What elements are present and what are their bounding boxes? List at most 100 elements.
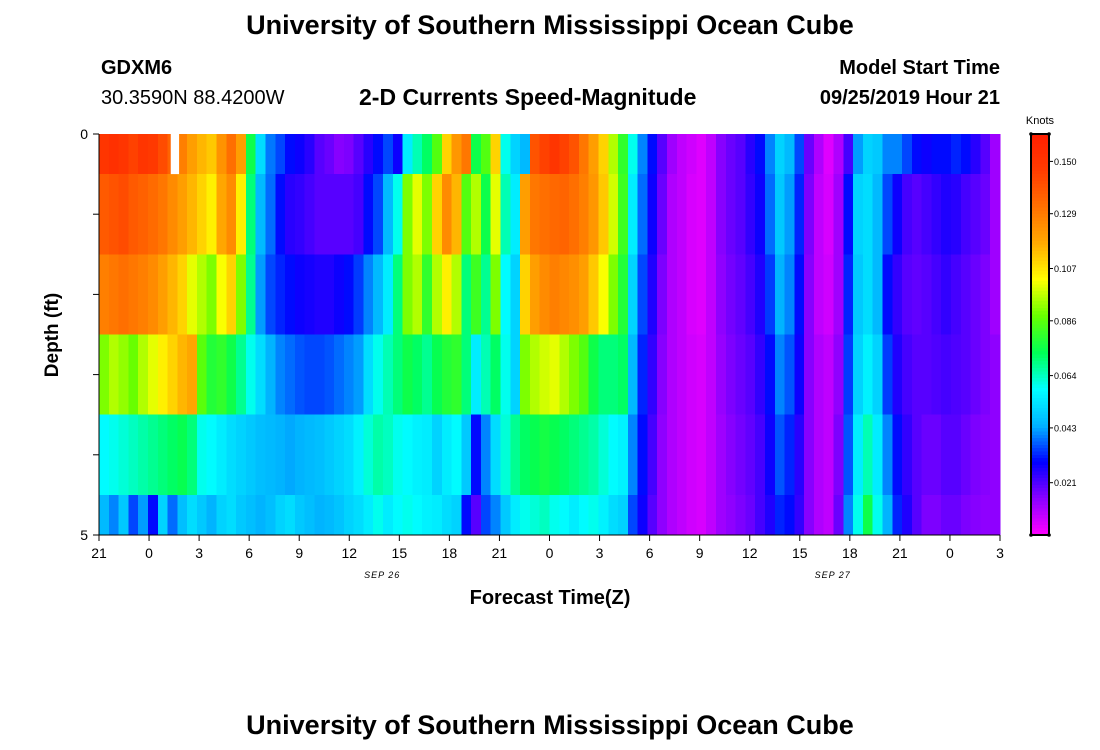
heatmap-cell [637,134,649,175]
heatmap-cell [960,494,972,535]
heatmap-cell [931,174,942,255]
heatmap-cell [960,134,972,175]
heatmap-cell [216,254,227,335]
heatmap-cell [285,254,296,335]
heatmap-cell [451,174,462,255]
heatmap-cell [245,254,257,335]
heatmap-cell [187,414,198,495]
heatmap-cell [285,134,296,175]
heatmap-cell [715,254,727,335]
heatmap-cell [882,334,893,415]
heatmap-cell [745,174,756,255]
heatmap-cell [853,254,864,335]
heatmap-cell [813,134,825,175]
colorbar-segment [1031,140,1049,145]
colorbar-segment [1031,347,1049,352]
heatmap-cell [549,334,560,415]
heatmap-cell [265,134,276,175]
heatmap-cell [255,494,267,535]
heatmap-cell [363,134,374,175]
heatmap-cell [128,494,139,535]
colorbar-segment [1031,220,1049,225]
heatmap-cell [794,174,805,255]
heatmap-cell [108,334,120,415]
heatmap-cell [872,134,884,175]
heatmap-cell [911,494,923,535]
heatmap-cell [559,494,570,535]
colorbar-segment [1031,294,1049,299]
missing-data-cell [170,134,180,175]
heatmap-cell [706,494,717,535]
heatmap-cell [764,414,776,495]
heatmap-cell [960,174,972,255]
heatmap-cell [598,334,609,415]
heatmap-cell [412,334,423,415]
heatmap-cell [539,254,551,335]
heatmap-cell [510,254,521,335]
heatmap-cell [539,414,551,495]
heatmap-cell [941,334,952,415]
heatmap-cell [833,134,844,175]
heatmap-cell [187,174,198,255]
heatmap-cell [392,134,404,175]
colorbar-segment [1031,351,1049,356]
heatmap-cell [853,134,864,175]
y-tick-label: 5 [80,527,88,543]
colorbar-segment [1031,150,1049,155]
heatmap-cell [529,254,541,335]
colorbar-segment [1031,521,1049,526]
heatmap-cell [804,174,815,255]
colorbar-segment [1031,134,1049,138]
heatmap-cell [236,494,247,535]
colorbar-segment [1031,281,1049,285]
heatmap-cell [441,334,453,415]
heatmap-cell [383,254,394,335]
heatmap-cell [118,334,129,415]
heatmap-cell [843,414,854,495]
heatmap-cell [294,254,306,335]
colorbar-corner-dot [1029,533,1033,537]
heatmap-cell [461,254,472,335]
heatmap-cell [402,254,413,335]
heatmap-cell [255,134,267,175]
heatmap-cell [245,334,257,415]
heatmap-cell [431,414,443,495]
heatmap-cell [99,334,110,415]
heatmap-cell [196,174,208,255]
heatmap-cell [676,134,688,175]
heatmap-cell [441,174,453,255]
heatmap-cell [206,334,218,415]
colorbar-segment [1031,478,1049,483]
colorbar-segment [1031,157,1049,162]
heatmap-cell [755,254,766,335]
heatmap-cell [676,494,688,535]
heatmap-cell [902,174,913,255]
colorbar-segment [1031,364,1049,369]
heatmap-cell [539,494,551,535]
colorbar-segment [1031,428,1049,433]
heatmap-cell [951,494,962,535]
heatmap-cell [471,254,482,335]
heatmap-cell [735,134,746,175]
heatmap-cell [363,494,374,535]
heatmap-cell [206,494,218,535]
heatmap-cell [618,334,629,415]
heatmap-cell [383,334,394,415]
heatmap-cell [480,174,492,255]
colorbar-tick-label: 0.086 [1054,316,1077,326]
colorbar-segment [1031,237,1049,242]
heatmap-cell [431,254,443,335]
heatmap-cell [627,254,639,335]
heatmap-cell [569,254,580,335]
heatmap-cell [392,414,404,495]
heatmap-cell [245,134,257,175]
x-tick-label: 15 [792,545,808,561]
heatmap-cell [265,254,276,335]
heatmap-cell [138,134,149,175]
colorbar-segment [1031,461,1049,466]
heatmap-cell [559,334,570,415]
heatmap-cell [872,334,884,415]
heatmap-cell [480,414,492,495]
heatmap-cell [676,174,688,255]
heatmap-cell [363,414,374,495]
